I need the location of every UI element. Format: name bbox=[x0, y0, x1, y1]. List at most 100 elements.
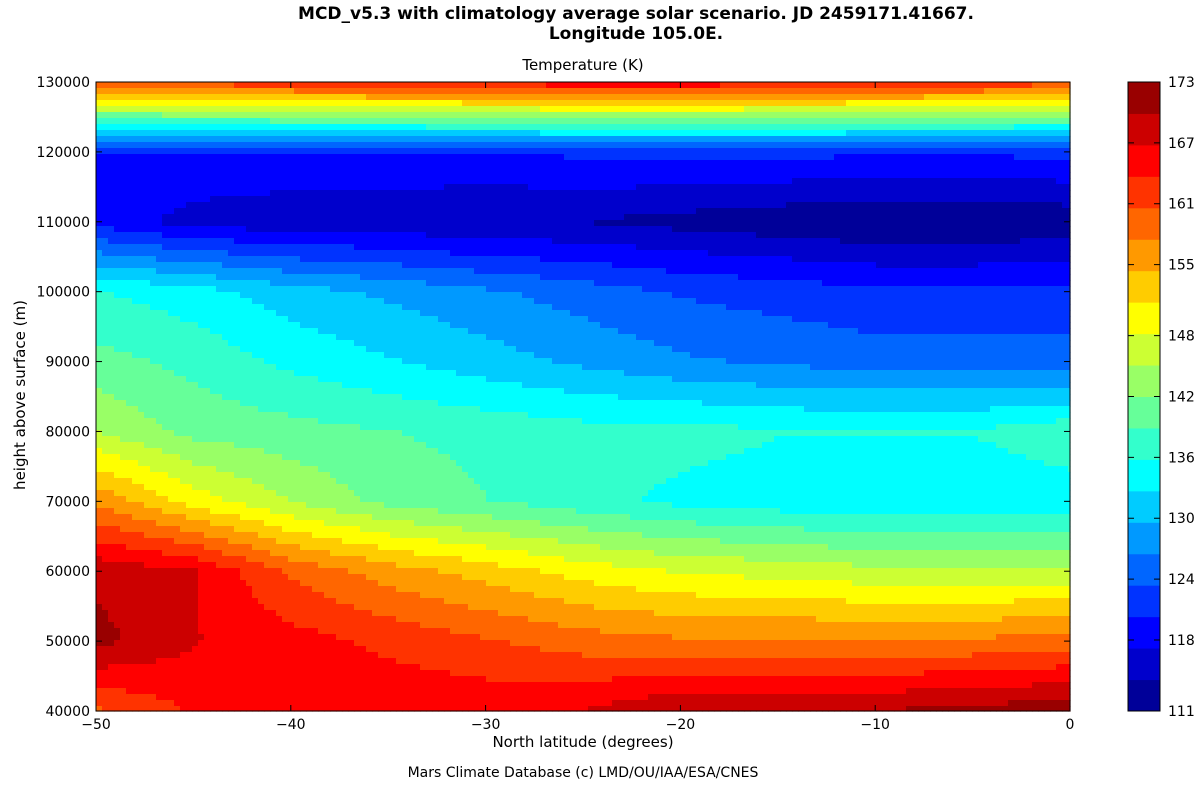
contour-cell bbox=[174, 268, 181, 275]
contour-cell bbox=[276, 646, 283, 653]
contour-cell bbox=[186, 328, 193, 335]
contour-cell bbox=[168, 262, 175, 269]
contour-cell bbox=[372, 154, 379, 161]
contour-cell bbox=[192, 166, 199, 173]
contour-cell bbox=[324, 592, 331, 599]
contour-cell bbox=[312, 436, 319, 443]
contour-cell bbox=[198, 622, 205, 629]
contour-cell bbox=[150, 676, 157, 683]
contour-cell bbox=[258, 280, 265, 287]
contour-cell bbox=[306, 664, 313, 671]
contour-cell bbox=[318, 166, 325, 173]
contour-cell bbox=[348, 310, 355, 317]
contour-cell bbox=[366, 376, 373, 383]
contour-cell bbox=[348, 496, 355, 503]
contour-cell bbox=[240, 670, 247, 677]
contour-cell bbox=[324, 304, 331, 311]
contour-cell bbox=[276, 418, 283, 425]
contour-cell bbox=[228, 250, 235, 257]
contour-cell bbox=[348, 646, 355, 653]
contour-cell bbox=[336, 484, 343, 491]
contour-cell bbox=[162, 268, 169, 275]
contour-cell bbox=[180, 664, 187, 671]
contour-cell bbox=[204, 706, 211, 712]
contour-cell bbox=[270, 244, 277, 251]
contour-cell bbox=[354, 568, 361, 575]
contour-cell bbox=[228, 340, 235, 347]
contour-cell bbox=[204, 172, 211, 179]
contour-cell bbox=[330, 304, 337, 311]
contour-cell bbox=[240, 112, 247, 119]
contour-cell bbox=[114, 208, 121, 215]
contour-cell bbox=[138, 112, 145, 119]
contour-cell bbox=[276, 178, 283, 185]
contour-cell bbox=[162, 262, 169, 269]
contour-cell bbox=[336, 280, 343, 287]
contour-cell bbox=[252, 490, 259, 497]
contour-cell bbox=[96, 682, 103, 689]
contour-cell bbox=[330, 160, 337, 167]
contour-cell bbox=[156, 190, 163, 197]
contour-cell bbox=[300, 292, 307, 299]
contour-cell bbox=[282, 550, 289, 557]
contour-cell bbox=[108, 310, 115, 317]
contour-cell bbox=[366, 592, 373, 599]
contour-cell bbox=[144, 502, 151, 509]
contour-cell bbox=[132, 148, 139, 155]
contour-cell bbox=[252, 562, 259, 569]
contour-cell bbox=[192, 262, 199, 269]
contour-cell bbox=[186, 142, 193, 149]
contour-cell bbox=[198, 556, 205, 563]
contour-cell bbox=[282, 382, 289, 389]
contour-cell bbox=[276, 604, 283, 611]
contour-cell bbox=[348, 706, 355, 712]
contour-cell bbox=[96, 514, 103, 521]
contour-cell bbox=[240, 526, 247, 533]
contour-cell bbox=[372, 142, 379, 149]
contour-cell bbox=[324, 436, 331, 443]
contour-cell bbox=[234, 676, 241, 683]
contour-cell bbox=[288, 172, 295, 179]
contour-cell bbox=[342, 214, 349, 221]
contour-cell bbox=[288, 610, 295, 617]
contour-cell bbox=[360, 664, 367, 671]
contour-cell bbox=[288, 532, 295, 539]
contour-cell bbox=[192, 82, 199, 89]
contour-cell bbox=[354, 646, 361, 653]
contour-cell bbox=[270, 184, 277, 191]
contour-cell bbox=[150, 466, 157, 473]
contour-cell bbox=[324, 562, 331, 569]
contour-cell bbox=[270, 160, 277, 167]
contour-cell bbox=[192, 142, 199, 149]
contour-cell bbox=[258, 604, 265, 611]
contour-cell bbox=[228, 418, 235, 425]
contour-cell bbox=[264, 496, 271, 503]
contour-cell bbox=[102, 586, 109, 593]
contour-cell bbox=[258, 166, 265, 173]
contour-cell bbox=[366, 646, 373, 653]
contour-cell bbox=[228, 688, 235, 695]
contour-cell bbox=[372, 544, 379, 551]
contour-cell bbox=[120, 508, 127, 515]
contour-cell bbox=[306, 130, 313, 137]
contour-cell bbox=[282, 700, 289, 707]
contour-cell bbox=[282, 706, 289, 712]
contour-cell bbox=[354, 478, 361, 485]
contour-cell bbox=[222, 664, 229, 671]
contour-cell bbox=[228, 142, 235, 149]
contour-cell bbox=[354, 514, 361, 521]
contour-cell bbox=[114, 178, 121, 185]
contour-cell bbox=[150, 154, 157, 161]
contour-cell bbox=[342, 610, 349, 617]
contour-cell bbox=[360, 574, 367, 581]
contour-cell bbox=[138, 94, 145, 101]
contour-cell bbox=[276, 148, 283, 155]
contour-cell bbox=[246, 664, 253, 671]
contour-cell bbox=[270, 262, 277, 269]
contour-cell bbox=[114, 118, 121, 125]
contour-cell bbox=[348, 364, 355, 371]
contour-cell bbox=[240, 388, 247, 395]
contour-cell bbox=[360, 496, 367, 503]
contour-cell bbox=[192, 628, 199, 635]
contour-cell bbox=[336, 538, 343, 545]
